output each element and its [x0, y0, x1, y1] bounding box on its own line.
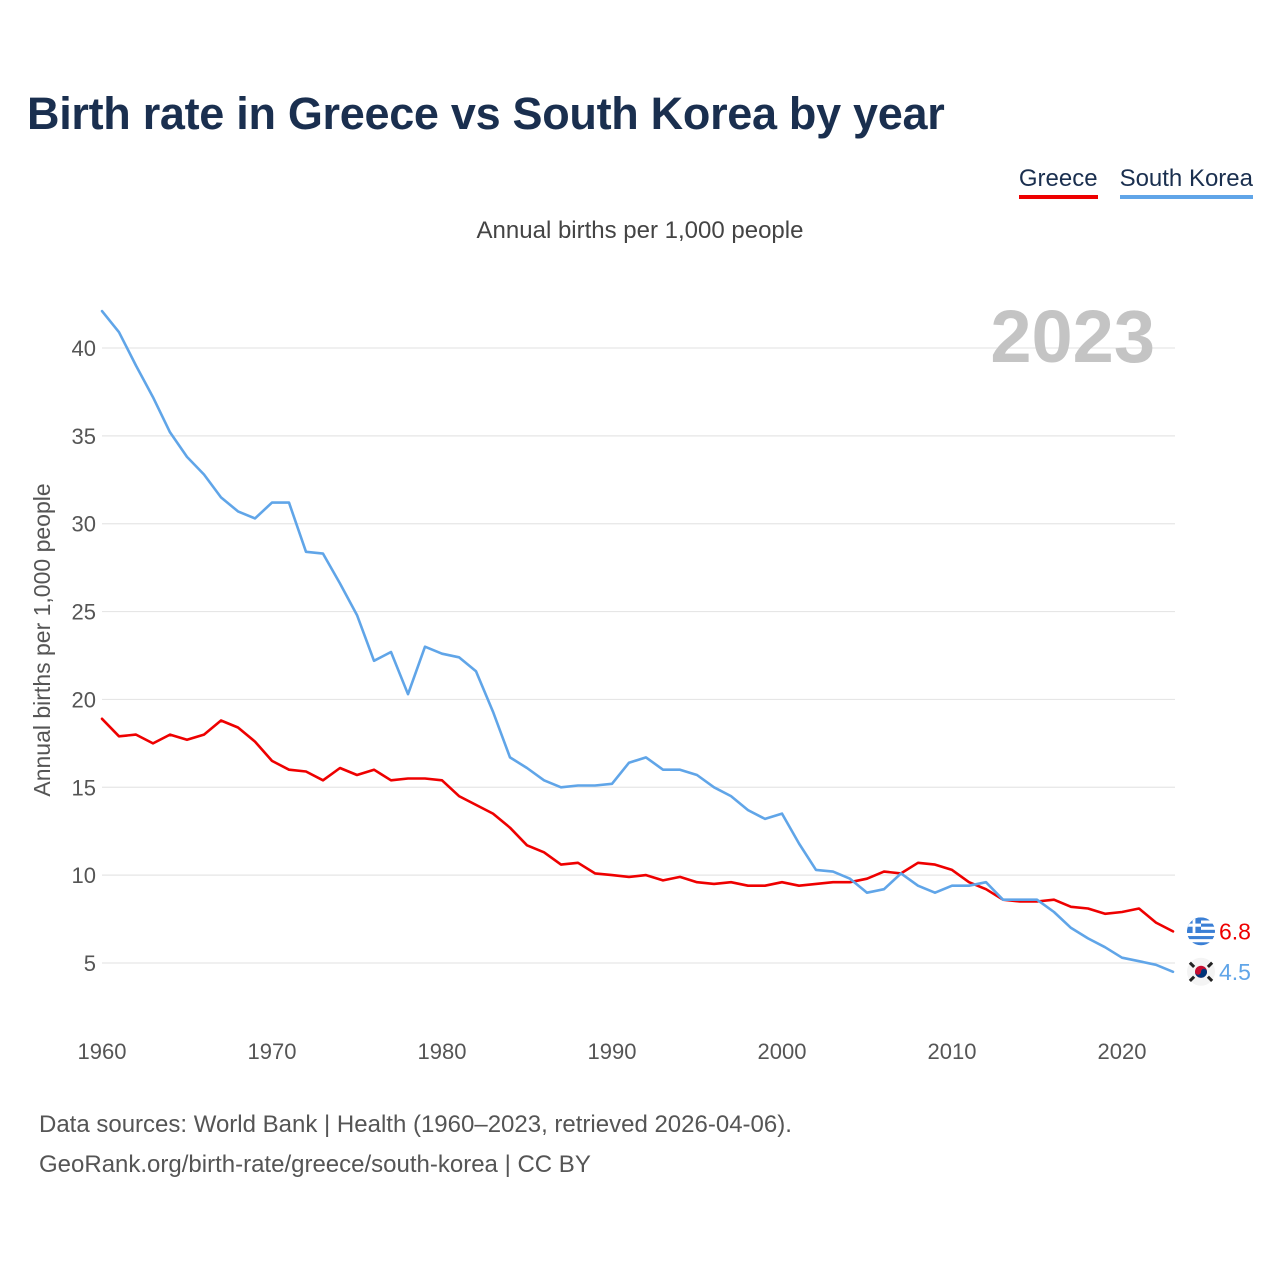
y-tick-label: 20 — [72, 687, 96, 712]
data-source-note: Data sources: World Bank | Health (1960–… — [39, 1111, 792, 1138]
greece-flag-icon — [1187, 917, 1215, 946]
y-tick-label: 5 — [84, 951, 96, 976]
series-line-south-korea[interactable] — [100, 309, 1175, 974]
south-korea-flag-icon — [1187, 957, 1215, 986]
legend-item-greece[interactable]: Greece — [1018, 165, 1098, 199]
x-tick-label: 1970 — [248, 1039, 297, 1064]
grid-lines — [102, 347, 1175, 964]
x-tick-label: 2020 — [1098, 1039, 1147, 1064]
legend-item-south-korea[interactable]: South Korea — [1119, 165, 1253, 199]
y-tick-label: 25 — [72, 600, 96, 625]
y-tick-label: 15 — [72, 775, 96, 800]
y-tick-label: 30 — [72, 512, 96, 537]
legend: Greece South Korea — [1018, 165, 1253, 199]
series-lines — [100, 309, 1175, 974]
series-line-greece[interactable] — [100, 717, 1175, 933]
series-end-markers: 6.8 4.5 — [1187, 917, 1251, 986]
y-axis-ticks: 5 10 15 20 25 30 35 40 — [72, 336, 96, 976]
x-tick-label: 1980 — [418, 1039, 467, 1064]
chart-subtitle: Annual births per 1,000 people — [476, 217, 804, 244]
x-tick-label: 2010 — [928, 1039, 977, 1064]
end-value-greece: 6.8 — [1219, 918, 1251, 944]
y-axis-label: Annual births per 1,000 people — [29, 483, 55, 796]
chart-title: Birth rate in Greece vs South Korea by y… — [27, 88, 945, 139]
x-tick-label: 1960 — [78, 1039, 127, 1064]
footer: Data sources: World Bank | Health (1960–… — [39, 1105, 792, 1185]
y-tick-label: 40 — [72, 336, 96, 361]
end-value-south-korea: 4.5 — [1219, 959, 1251, 985]
x-axis-ticks: 1960 1970 1980 1990 2000 2010 2020 — [78, 1039, 1147, 1064]
y-tick-label: 35 — [72, 424, 96, 449]
x-tick-label: 1990 — [588, 1039, 637, 1064]
current-year-watermark: 2023 — [990, 295, 1155, 378]
y-tick-label: 10 — [72, 863, 96, 888]
source-link[interactable]: GeoRank.org/birth-rate/greece/south-kore… — [39, 1151, 591, 1178]
x-tick-label: 2000 — [758, 1039, 807, 1064]
